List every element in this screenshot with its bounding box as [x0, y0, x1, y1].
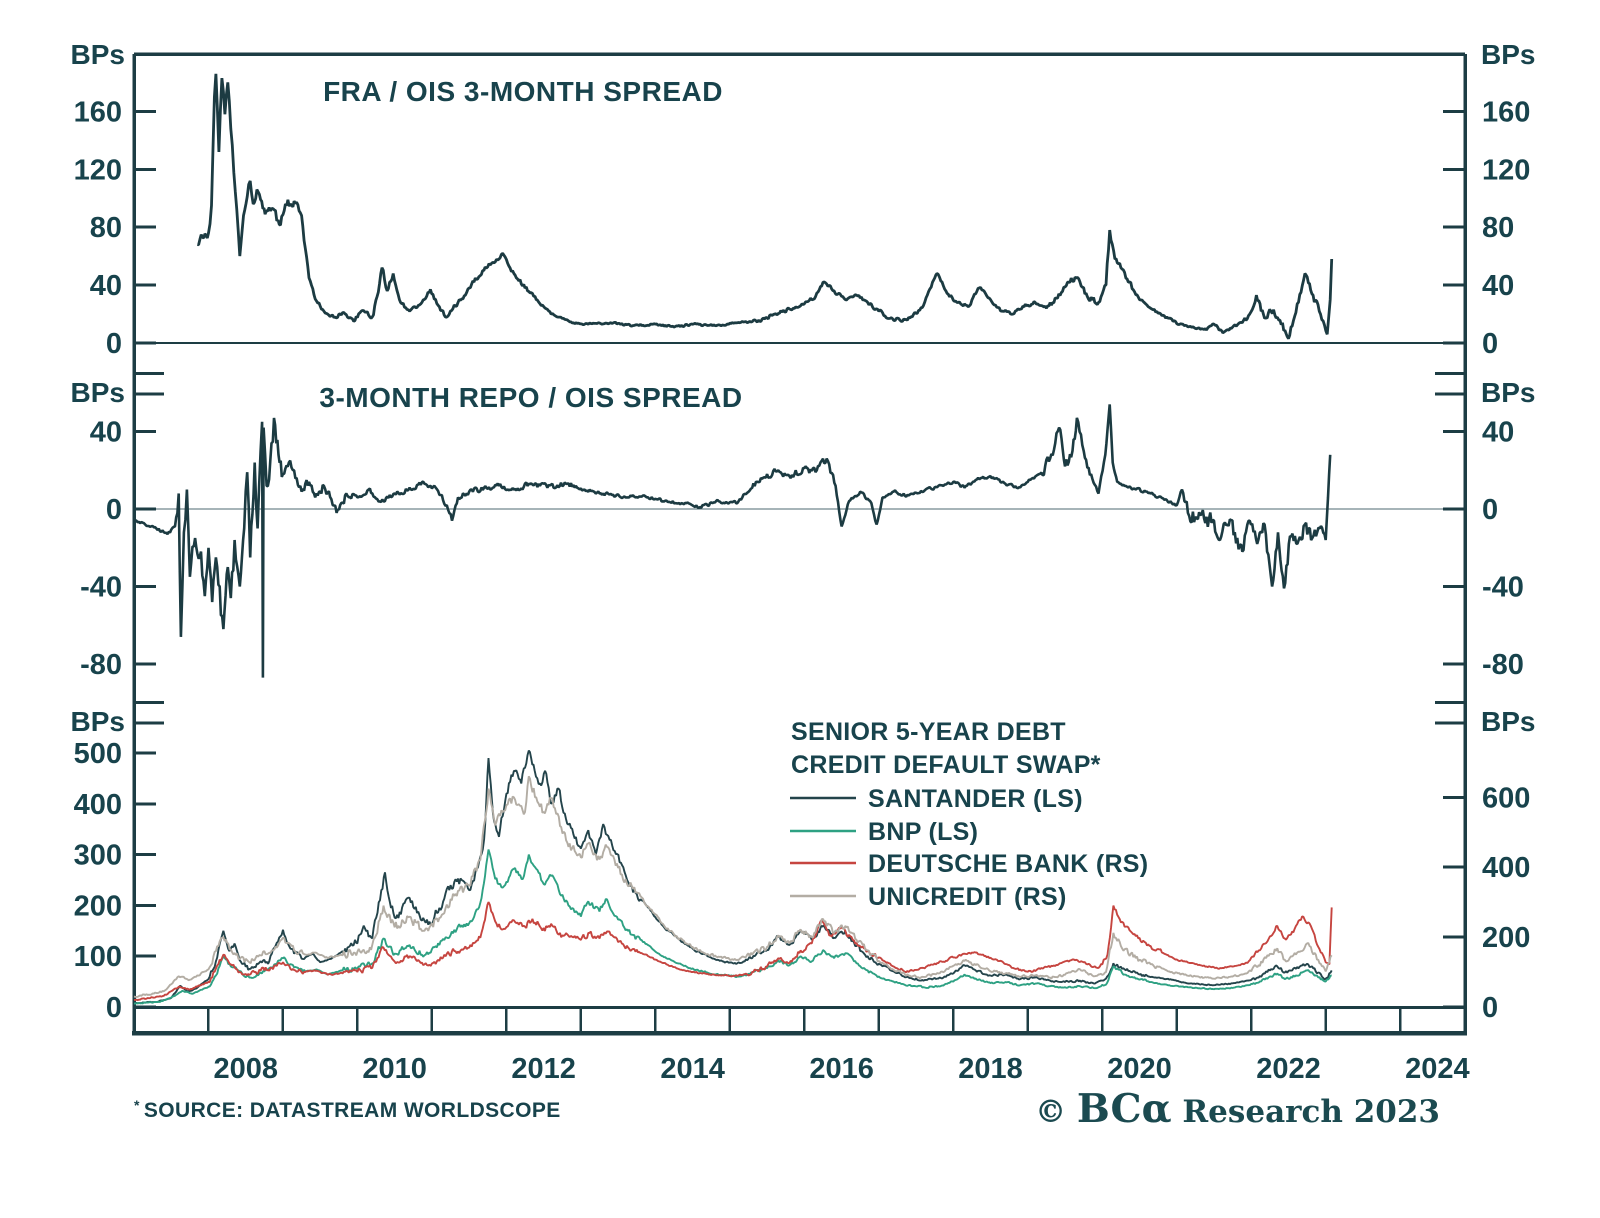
year-label: 2020 [1107, 1053, 1172, 1085]
y-tick-label: 300 [74, 840, 122, 872]
y-tick-label: 0 [1482, 494, 1498, 526]
legend-label-deutsche-bank: DEUTSCHE BANK (RS) [868, 850, 1148, 878]
panel2-unit-right: BPs [1481, 377, 1535, 408]
y-tick-label: 80 [1482, 212, 1514, 244]
year-label: 2022 [1256, 1053, 1321, 1085]
year-label: 2012 [511, 1053, 576, 1085]
deutsche-bank-series [133, 901, 1333, 1002]
panel3-unit-left: BPs [71, 706, 125, 737]
panel1-unit-right: BPs [1481, 39, 1535, 70]
y-tick-label: 40 [90, 417, 122, 449]
y-tick-label: 0 [106, 494, 122, 526]
panel2-title: 3-MONTH REPO / OIS SPREAD [319, 382, 742, 413]
y-tick-label: 160 [1482, 96, 1530, 128]
series-layer [133, 73, 1334, 1005]
legend-title-line2: CREDIT DEFAULT SWAP* [791, 751, 1101, 779]
y-tick-label: 600 [1482, 782, 1530, 814]
legend-label-bnp: BNP (LS) [868, 818, 978, 846]
y-tick-label: 200 [1482, 922, 1530, 954]
y-tick-label: 160 [74, 96, 122, 128]
y-tick-label: -40 [1482, 572, 1524, 604]
y-tick-label: 40 [1482, 270, 1514, 302]
unicredit-series [133, 775, 1333, 998]
panel3-unit-right: BPs [1481, 706, 1535, 737]
legend: SENIOR 5-YEAR DEBT CREDIT DEFAULT SWAP* … [790, 718, 1148, 911]
y-tick-label: 40 [90, 270, 122, 302]
y-tick-label: -80 [1482, 649, 1524, 681]
bnp-series [133, 849, 1332, 1005]
y-tick-label: -80 [80, 649, 122, 681]
y-tick-label: 0 [1482, 328, 1498, 360]
y-tick-label: 100 [74, 941, 122, 973]
year-label: 2008 [213, 1053, 278, 1085]
y-tick-label: 500 [74, 738, 122, 770]
source-note: * SOURCE: DATASTREAM WORLDSCOPE [134, 1097, 561, 1122]
panel1-unit-left: BPs [71, 39, 125, 70]
y-tick-label: 80 [90, 212, 122, 244]
y-tick-label: 200 [74, 890, 122, 922]
year-label: 2018 [958, 1053, 1023, 1085]
year-label: 2010 [362, 1053, 427, 1085]
panel2-unit-left: BPs [71, 377, 125, 408]
y-tick-label: 120 [1482, 154, 1530, 186]
y-tick-label: 40 [1482, 417, 1514, 449]
y-tick-label: 0 [106, 992, 122, 1024]
y-tick-label: -40 [80, 572, 122, 604]
year-label: 2024 [1405, 1053, 1470, 1085]
year-label: 2014 [660, 1053, 725, 1085]
y-tick-label: 0 [106, 328, 122, 360]
legend-label-unicredit: UNICREDIT (RS) [868, 883, 1067, 911]
panel1-title: FRA / OIS 3-MONTH SPREAD [323, 76, 723, 107]
legend-title-line1: SENIOR 5-YEAR DEBT [791, 718, 1066, 746]
y-tick-label: 400 [1482, 852, 1530, 884]
bca-research-logo: © BCα Research 2023 [1035, 1086, 1440, 1132]
legend-label-santander: SANTANDER (LS) [868, 785, 1083, 813]
y-tick-label: 120 [74, 154, 122, 186]
year-label: 2016 [809, 1053, 874, 1085]
axes-layer: 1601208040016012080400400-40-80400-40-80… [74, 52, 1530, 1085]
y-tick-label: 400 [74, 789, 122, 821]
fra-ois-3-month-spread-series [197, 73, 1334, 340]
3-month-repo-ois-spread-series [133, 404, 1332, 678]
y-tick-label: 0 [1482, 992, 1498, 1024]
